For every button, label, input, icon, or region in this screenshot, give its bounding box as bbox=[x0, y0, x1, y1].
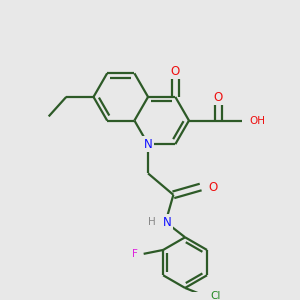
Text: H: H bbox=[148, 217, 156, 227]
Text: OH: OH bbox=[249, 116, 266, 125]
Text: O: O bbox=[214, 91, 223, 104]
Text: Cl: Cl bbox=[210, 291, 221, 300]
Text: O: O bbox=[208, 181, 218, 194]
Text: F: F bbox=[132, 249, 138, 259]
Text: N: N bbox=[144, 138, 152, 151]
Text: N: N bbox=[163, 216, 172, 229]
Text: O: O bbox=[171, 65, 180, 78]
